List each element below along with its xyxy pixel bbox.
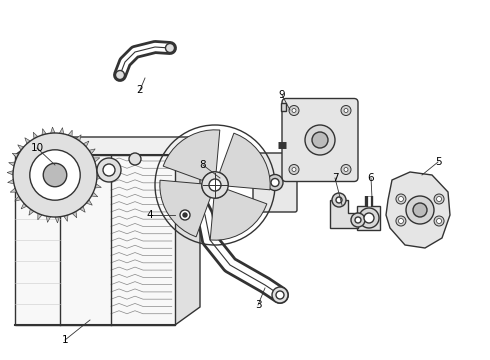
Circle shape (43, 163, 67, 187)
Polygon shape (10, 188, 17, 192)
Circle shape (341, 165, 351, 175)
Polygon shape (97, 175, 103, 179)
Polygon shape (68, 130, 72, 137)
Circle shape (13, 133, 97, 217)
Circle shape (351, 213, 365, 227)
Polygon shape (9, 162, 15, 166)
Polygon shape (46, 216, 50, 222)
Polygon shape (15, 137, 200, 155)
Polygon shape (95, 184, 101, 188)
Circle shape (209, 179, 221, 191)
Circle shape (336, 197, 342, 203)
Polygon shape (220, 133, 270, 190)
FancyBboxPatch shape (253, 153, 297, 212)
Polygon shape (7, 179, 14, 184)
Polygon shape (42, 129, 46, 135)
Polygon shape (50, 127, 55, 133)
Circle shape (364, 213, 374, 223)
Circle shape (292, 108, 296, 113)
Polygon shape (89, 149, 95, 154)
Polygon shape (96, 166, 102, 171)
Polygon shape (330, 200, 358, 228)
Circle shape (406, 196, 434, 224)
Polygon shape (33, 132, 38, 139)
Polygon shape (55, 217, 59, 223)
Circle shape (292, 167, 296, 171)
Polygon shape (83, 141, 89, 147)
Polygon shape (175, 137, 200, 325)
Circle shape (437, 219, 441, 224)
Circle shape (398, 219, 403, 224)
Circle shape (276, 291, 284, 299)
Circle shape (267, 175, 283, 190)
Polygon shape (59, 127, 64, 134)
Text: 10: 10 (30, 143, 44, 153)
Circle shape (437, 197, 441, 202)
Polygon shape (7, 171, 13, 175)
Circle shape (396, 216, 406, 226)
Circle shape (332, 193, 346, 207)
Polygon shape (91, 192, 98, 197)
Circle shape (359, 208, 379, 228)
Circle shape (344, 167, 348, 171)
Circle shape (305, 125, 335, 155)
Polygon shape (15, 196, 21, 201)
Text: 1: 1 (62, 335, 68, 345)
Circle shape (289, 165, 299, 175)
Polygon shape (163, 130, 220, 180)
Polygon shape (38, 213, 42, 220)
Circle shape (194, 199, 206, 211)
Circle shape (398, 197, 403, 202)
Circle shape (129, 153, 141, 165)
Circle shape (271, 179, 279, 186)
Polygon shape (76, 135, 81, 141)
Circle shape (344, 108, 348, 113)
Circle shape (116, 71, 124, 80)
Text: 6: 6 (368, 173, 374, 183)
Polygon shape (357, 206, 380, 230)
Circle shape (176, 206, 194, 224)
Circle shape (97, 158, 121, 182)
Polygon shape (18, 145, 24, 150)
Circle shape (180, 210, 190, 220)
Polygon shape (21, 203, 27, 209)
Text: 9: 9 (279, 90, 285, 100)
Circle shape (434, 216, 444, 226)
Polygon shape (86, 200, 92, 205)
Polygon shape (94, 158, 100, 162)
Text: 5: 5 (435, 157, 441, 167)
Polygon shape (80, 206, 85, 212)
Text: 3: 3 (255, 300, 261, 310)
Polygon shape (386, 172, 450, 248)
FancyBboxPatch shape (282, 99, 358, 181)
Text: 7: 7 (332, 173, 338, 183)
Polygon shape (25, 138, 30, 144)
Text: 2: 2 (137, 85, 143, 95)
Bar (15, 155, 175, 325)
Polygon shape (64, 215, 68, 221)
Polygon shape (72, 211, 77, 218)
Circle shape (341, 105, 351, 116)
Polygon shape (160, 180, 211, 237)
Circle shape (183, 213, 187, 217)
Circle shape (272, 287, 288, 303)
Circle shape (103, 164, 115, 176)
Text: 4: 4 (147, 210, 153, 220)
Circle shape (396, 194, 406, 204)
Polygon shape (210, 189, 267, 240)
Circle shape (30, 150, 80, 200)
Circle shape (289, 105, 299, 116)
Circle shape (202, 172, 228, 198)
Text: 8: 8 (200, 160, 206, 170)
Polygon shape (281, 103, 286, 111)
Polygon shape (12, 153, 19, 158)
Circle shape (434, 194, 444, 204)
Circle shape (312, 132, 328, 148)
Circle shape (166, 44, 174, 53)
Circle shape (413, 203, 427, 217)
Polygon shape (29, 209, 34, 215)
Circle shape (355, 217, 361, 223)
